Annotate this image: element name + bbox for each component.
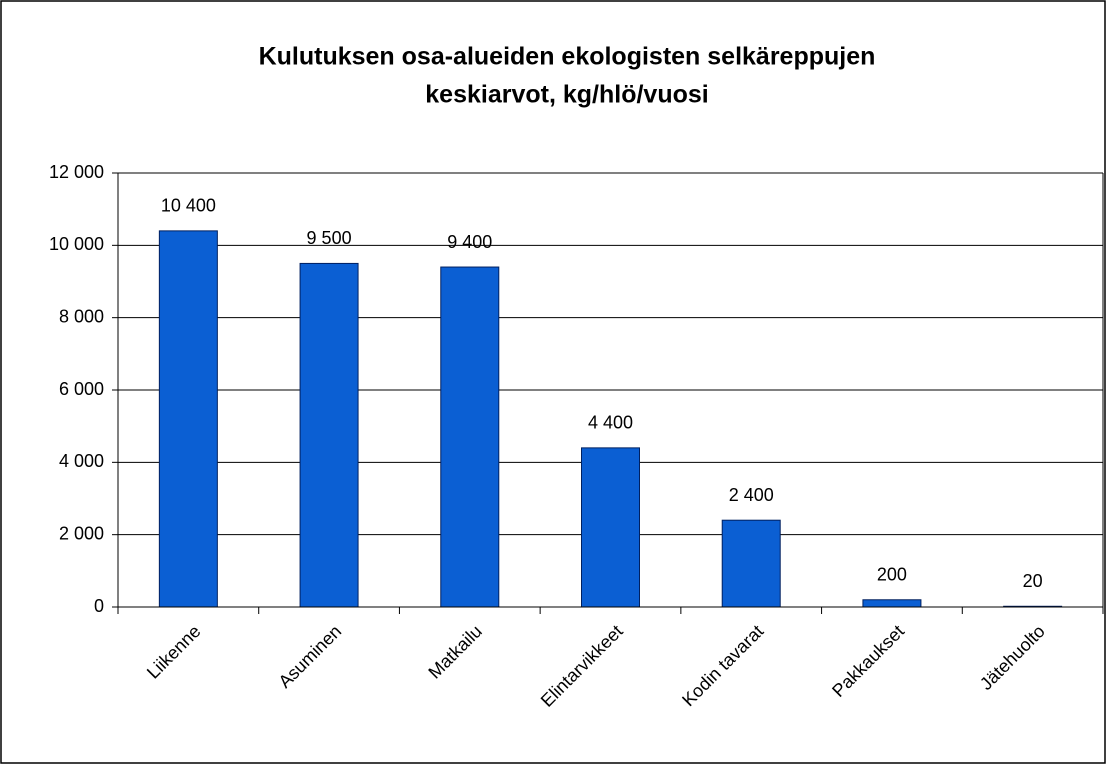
bar: [862, 599, 922, 608]
bar: [581, 447, 640, 608]
value-label: 10 400: [161, 196, 216, 216]
value-label: 20: [1023, 571, 1043, 591]
value-label: 200: [877, 565, 907, 585]
bar: [721, 519, 781, 608]
bar: [158, 230, 218, 608]
bar: [440, 266, 500, 608]
value-label: 9 500: [307, 228, 352, 248]
y-tick-label: 2 000: [59, 523, 104, 543]
value-label: 2 400: [729, 485, 774, 505]
y-tick-label: 6 000: [59, 379, 104, 399]
y-tick-label: 10 000: [49, 234, 104, 254]
value-label: 4 400: [588, 413, 633, 433]
y-tick-label: 4 000: [59, 451, 104, 471]
value-label: 9 400: [447, 232, 492, 252]
y-tick-label: 12 000: [49, 162, 104, 182]
y-tick-label: 8 000: [59, 306, 104, 326]
chart-title: Kulutuksen osa-alueiden ekologisten selk…: [259, 43, 876, 71]
bar: [299, 262, 359, 608]
chart-title: keskiarvot, kg/hlö/vuosi: [425, 81, 708, 109]
y-tick-label: 0: [94, 596, 104, 616]
